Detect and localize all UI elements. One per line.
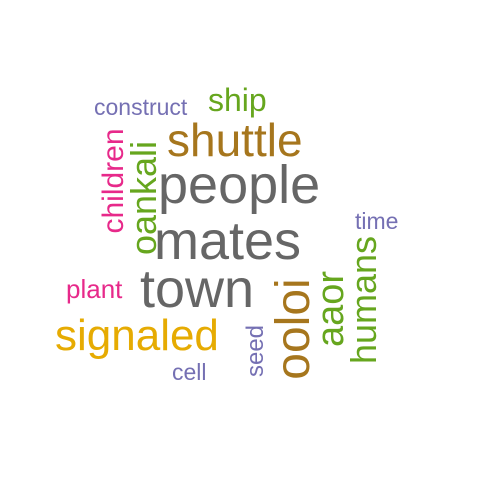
word-children-box: children — [97, 122, 130, 240]
word-shuttle: shuttle — [167, 114, 303, 166]
word-seed: seed — [242, 324, 269, 378]
word-oankali-box: oankali — [123, 134, 164, 262]
word-town: town — [140, 259, 255, 319]
word-children: children — [97, 128, 130, 234]
word-ooloi-box: ooloi — [267, 270, 320, 388]
word-humans-box: humans — [343, 234, 384, 366]
word-people: people — [158, 155, 321, 215]
word-ooloi: ooloi — [267, 278, 320, 380]
word-ship: ship — [208, 82, 267, 118]
word-aaor: aaor — [310, 270, 352, 348]
word-oankali: oankali — [123, 140, 164, 256]
word-mates: mates — [154, 211, 302, 271]
word-construct: construct — [94, 94, 188, 120]
word-cell: cell — [172, 359, 207, 385]
word-time: time — [355, 208, 399, 234]
word-humans: humans — [343, 235, 384, 365]
word-signaled: signaled — [55, 311, 219, 360]
word-seed-box: seed — [242, 320, 269, 382]
word-aaor-box: aaor — [310, 266, 352, 352]
word-plant: plant — [66, 274, 123, 304]
